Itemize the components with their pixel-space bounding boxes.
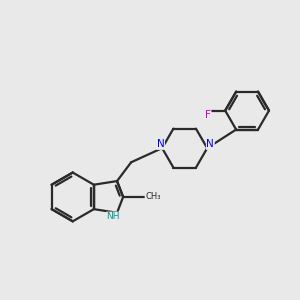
Text: N: N [157,140,164,149]
Text: F: F [205,110,211,120]
Text: N: N [206,140,214,149]
Text: NH: NH [106,212,120,221]
Text: CH₃: CH₃ [145,192,160,201]
